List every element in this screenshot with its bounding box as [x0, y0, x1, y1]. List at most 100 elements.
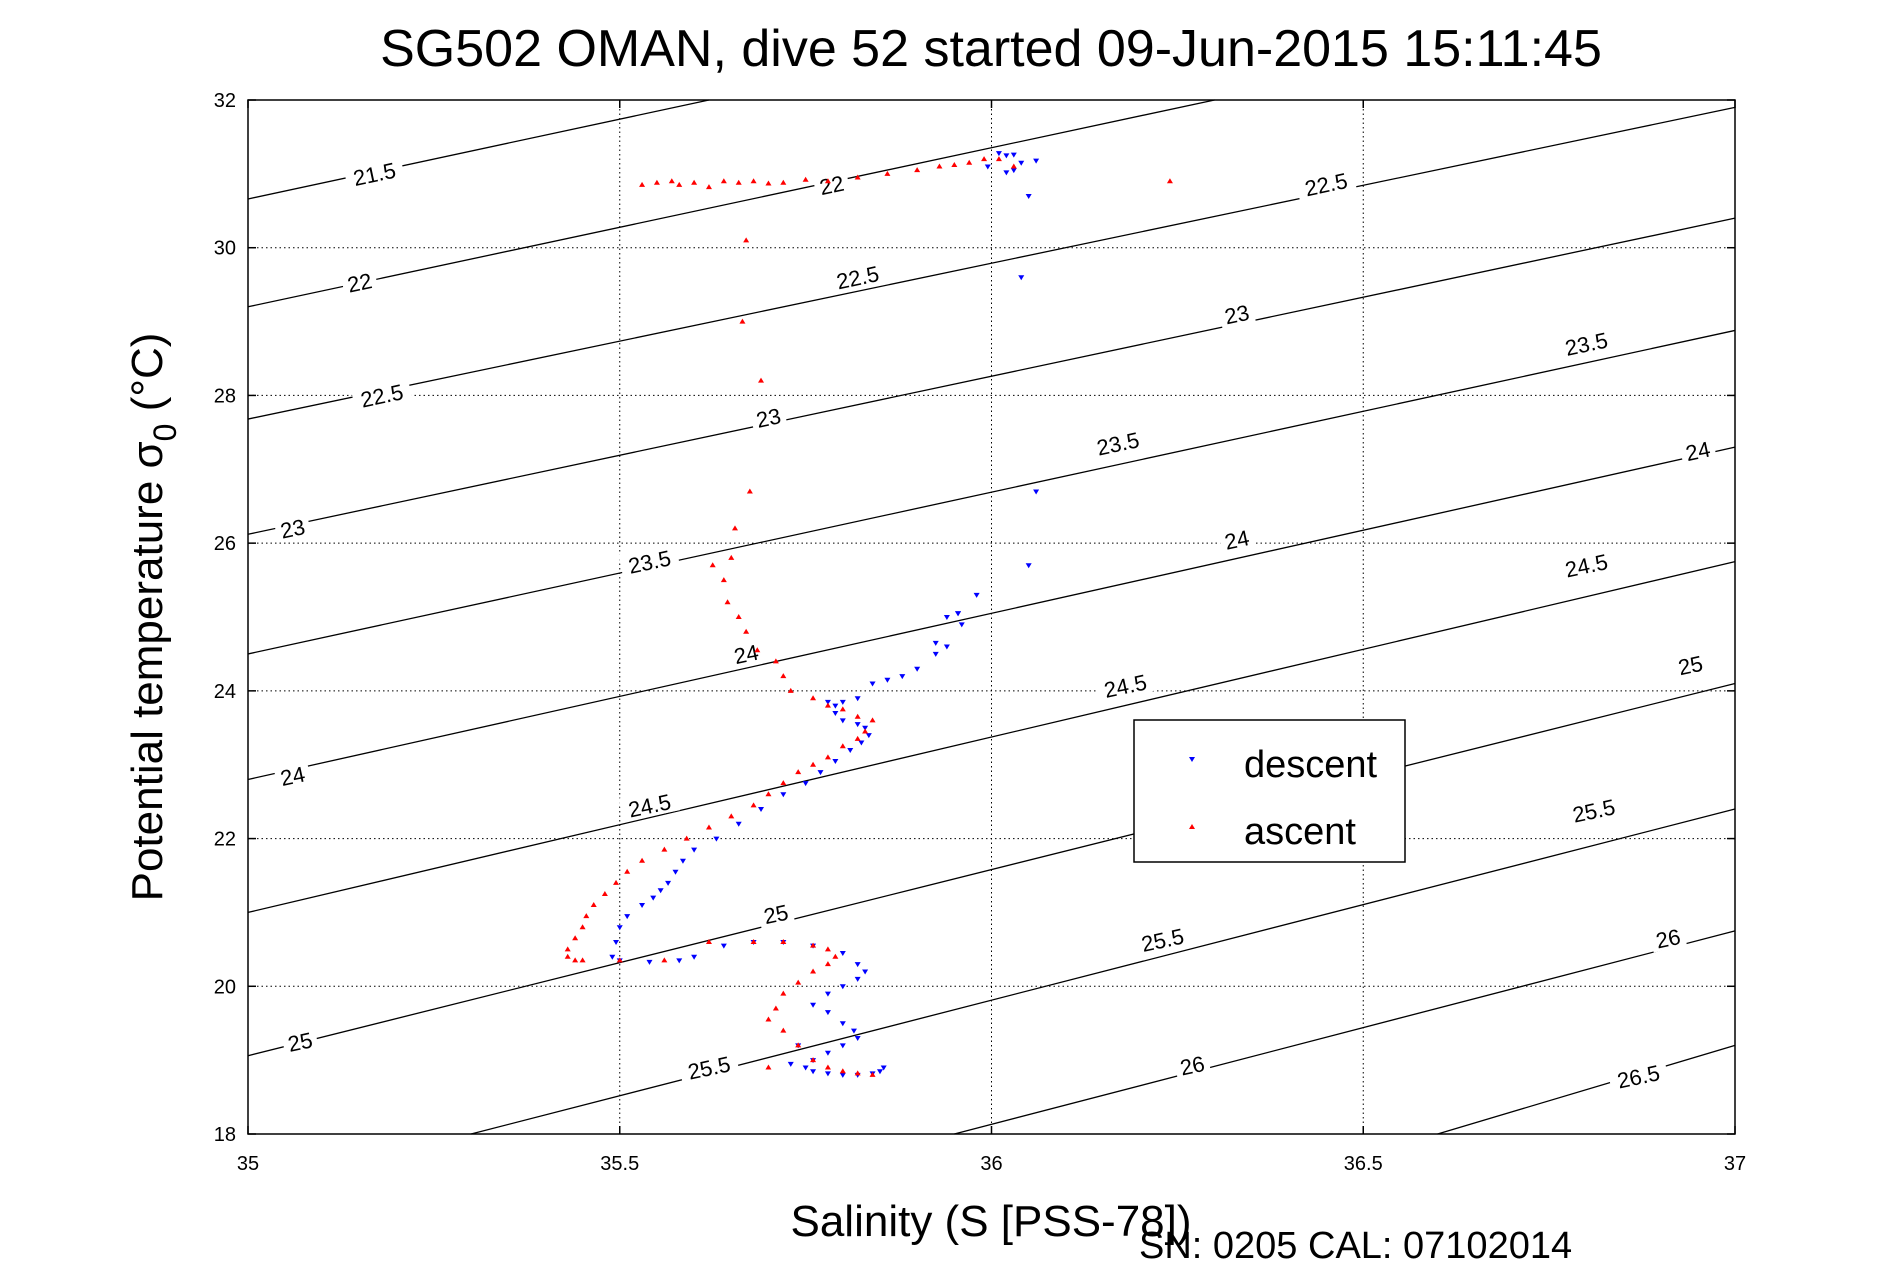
contour-label: 25 — [761, 900, 790, 930]
contour-label-group: 23.5 — [1086, 424, 1149, 461]
legend-ascent-marker — [1189, 824, 1195, 829]
contour-label: 23 — [1222, 300, 1251, 330]
descent-point — [832, 759, 839, 765]
descent-point — [646, 959, 653, 965]
descent-point — [854, 1035, 861, 1041]
descent-point — [802, 781, 809, 787]
ascent-point — [739, 318, 746, 324]
contour-label-group: 23 — [1217, 297, 1256, 330]
density-contour-26.5 — [1437, 1044, 1736, 1135]
density-contour-23 — [247, 217, 1736, 535]
contour-label-group: 23 — [273, 512, 312, 544]
grid — [248, 100, 1735, 1134]
contour-label-bg — [340, 266, 379, 297]
ascent-point — [735, 179, 742, 185]
ascent-point — [780, 673, 787, 679]
descent-point — [691, 847, 698, 853]
y-tick-label: 18 — [214, 1124, 236, 1146]
contour-label-group: 25 — [756, 897, 795, 930]
ascent-point — [564, 946, 571, 952]
contour-label-bg — [749, 401, 788, 432]
x-axis-title: Salinity (S [PSS-78]) — [790, 1197, 1191, 1246]
contour-label-group: 22.5 — [350, 376, 413, 413]
ascent-point — [720, 577, 727, 583]
contour-label: 22.5 — [358, 379, 405, 412]
contour-label: 23.5 — [1094, 427, 1141, 460]
contour-label: 23 — [278, 514, 307, 544]
ascent-point — [802, 176, 809, 182]
y-axis-title-subscript: 0 — [147, 424, 183, 442]
contour-label-bg — [1086, 424, 1149, 461]
contour-label: 23 — [754, 403, 783, 433]
ascent-point — [572, 935, 579, 941]
legend-descent-label: descent — [1244, 744, 1378, 786]
ascent-point — [824, 946, 831, 952]
y-tick-label: 32 — [214, 90, 236, 112]
descent-point — [932, 640, 939, 646]
ascent-point — [653, 179, 660, 185]
ascent-point — [810, 1057, 817, 1063]
y-tick-label: 26 — [214, 533, 236, 555]
ascent-point — [639, 857, 646, 863]
ascent-point — [839, 743, 846, 749]
descent-point — [691, 954, 698, 960]
descent-point — [854, 696, 861, 702]
contour-label: 24.5 — [626, 789, 673, 822]
ascent-point — [754, 647, 761, 653]
contour-label-bg — [273, 759, 312, 791]
ascent-point — [854, 1070, 861, 1076]
contour-label-bg — [726, 637, 766, 669]
contour-label-group: 25.5 — [677, 1048, 740, 1085]
descent-point — [995, 151, 1002, 157]
density-contour-24 — [247, 446, 1736, 781]
contour-label-group: 22 — [812, 168, 851, 200]
ascent-point — [683, 835, 690, 841]
descent-point — [665, 880, 672, 886]
density-contour-25.5 — [470, 808, 1736, 1135]
ascent-point — [780, 780, 787, 786]
descent-point — [1033, 489, 1040, 495]
contour-label-bg — [273, 512, 312, 543]
ascent-point — [709, 562, 716, 568]
descent-point — [932, 651, 939, 657]
contour-label-bg — [1217, 297, 1256, 329]
ascent-point — [780, 179, 787, 185]
contour-label-group: 24.5 — [1094, 666, 1156, 703]
series-ascent — [564, 156, 1173, 1077]
ascent-point — [765, 791, 772, 797]
contour-label-bg — [1562, 791, 1625, 828]
contour-label: 25 — [1676, 651, 1705, 681]
ascent-point — [981, 156, 988, 162]
ascent-point — [765, 1064, 772, 1070]
contour-label-group: 23 — [749, 401, 788, 433]
descent-point — [865, 733, 872, 739]
contour-label: 21.5 — [351, 158, 398, 191]
axis-ticks: 35 35.5 36 36.5 37 18 20 22 24 26 28 30 32 — [214, 90, 1746, 1175]
y-tick-label: 22 — [214, 829, 236, 851]
ascent-point — [854, 735, 861, 741]
contour-label-group: 24.5 — [618, 786, 681, 823]
contour-label-bg — [1555, 324, 1617, 361]
ascent-point — [728, 554, 735, 560]
ascent-point — [854, 713, 861, 719]
density-contour-23.5 — [247, 329, 1736, 655]
ascent-point — [869, 717, 876, 723]
contour-label-group: 25 — [1671, 648, 1710, 681]
contour-label-bg — [618, 542, 681, 579]
legend-ascent-label: ascent — [1244, 811, 1356, 853]
descent-point — [624, 914, 631, 920]
y-axis-title-unit: (°C) — [123, 333, 172, 424]
descent-point — [839, 951, 846, 957]
descent-point — [735, 821, 742, 827]
ascent-point — [1010, 163, 1017, 169]
ascent-point — [728, 813, 735, 819]
ascent-point — [862, 728, 869, 734]
descent-point — [1010, 168, 1017, 174]
ascent-point — [676, 181, 683, 187]
ascent-point — [750, 178, 757, 184]
descent-point — [1003, 153, 1010, 159]
ascent-point — [579, 924, 586, 930]
descent-point — [958, 622, 965, 628]
ascent-point — [780, 938, 787, 944]
contour-label-group: 24 — [726, 637, 766, 669]
